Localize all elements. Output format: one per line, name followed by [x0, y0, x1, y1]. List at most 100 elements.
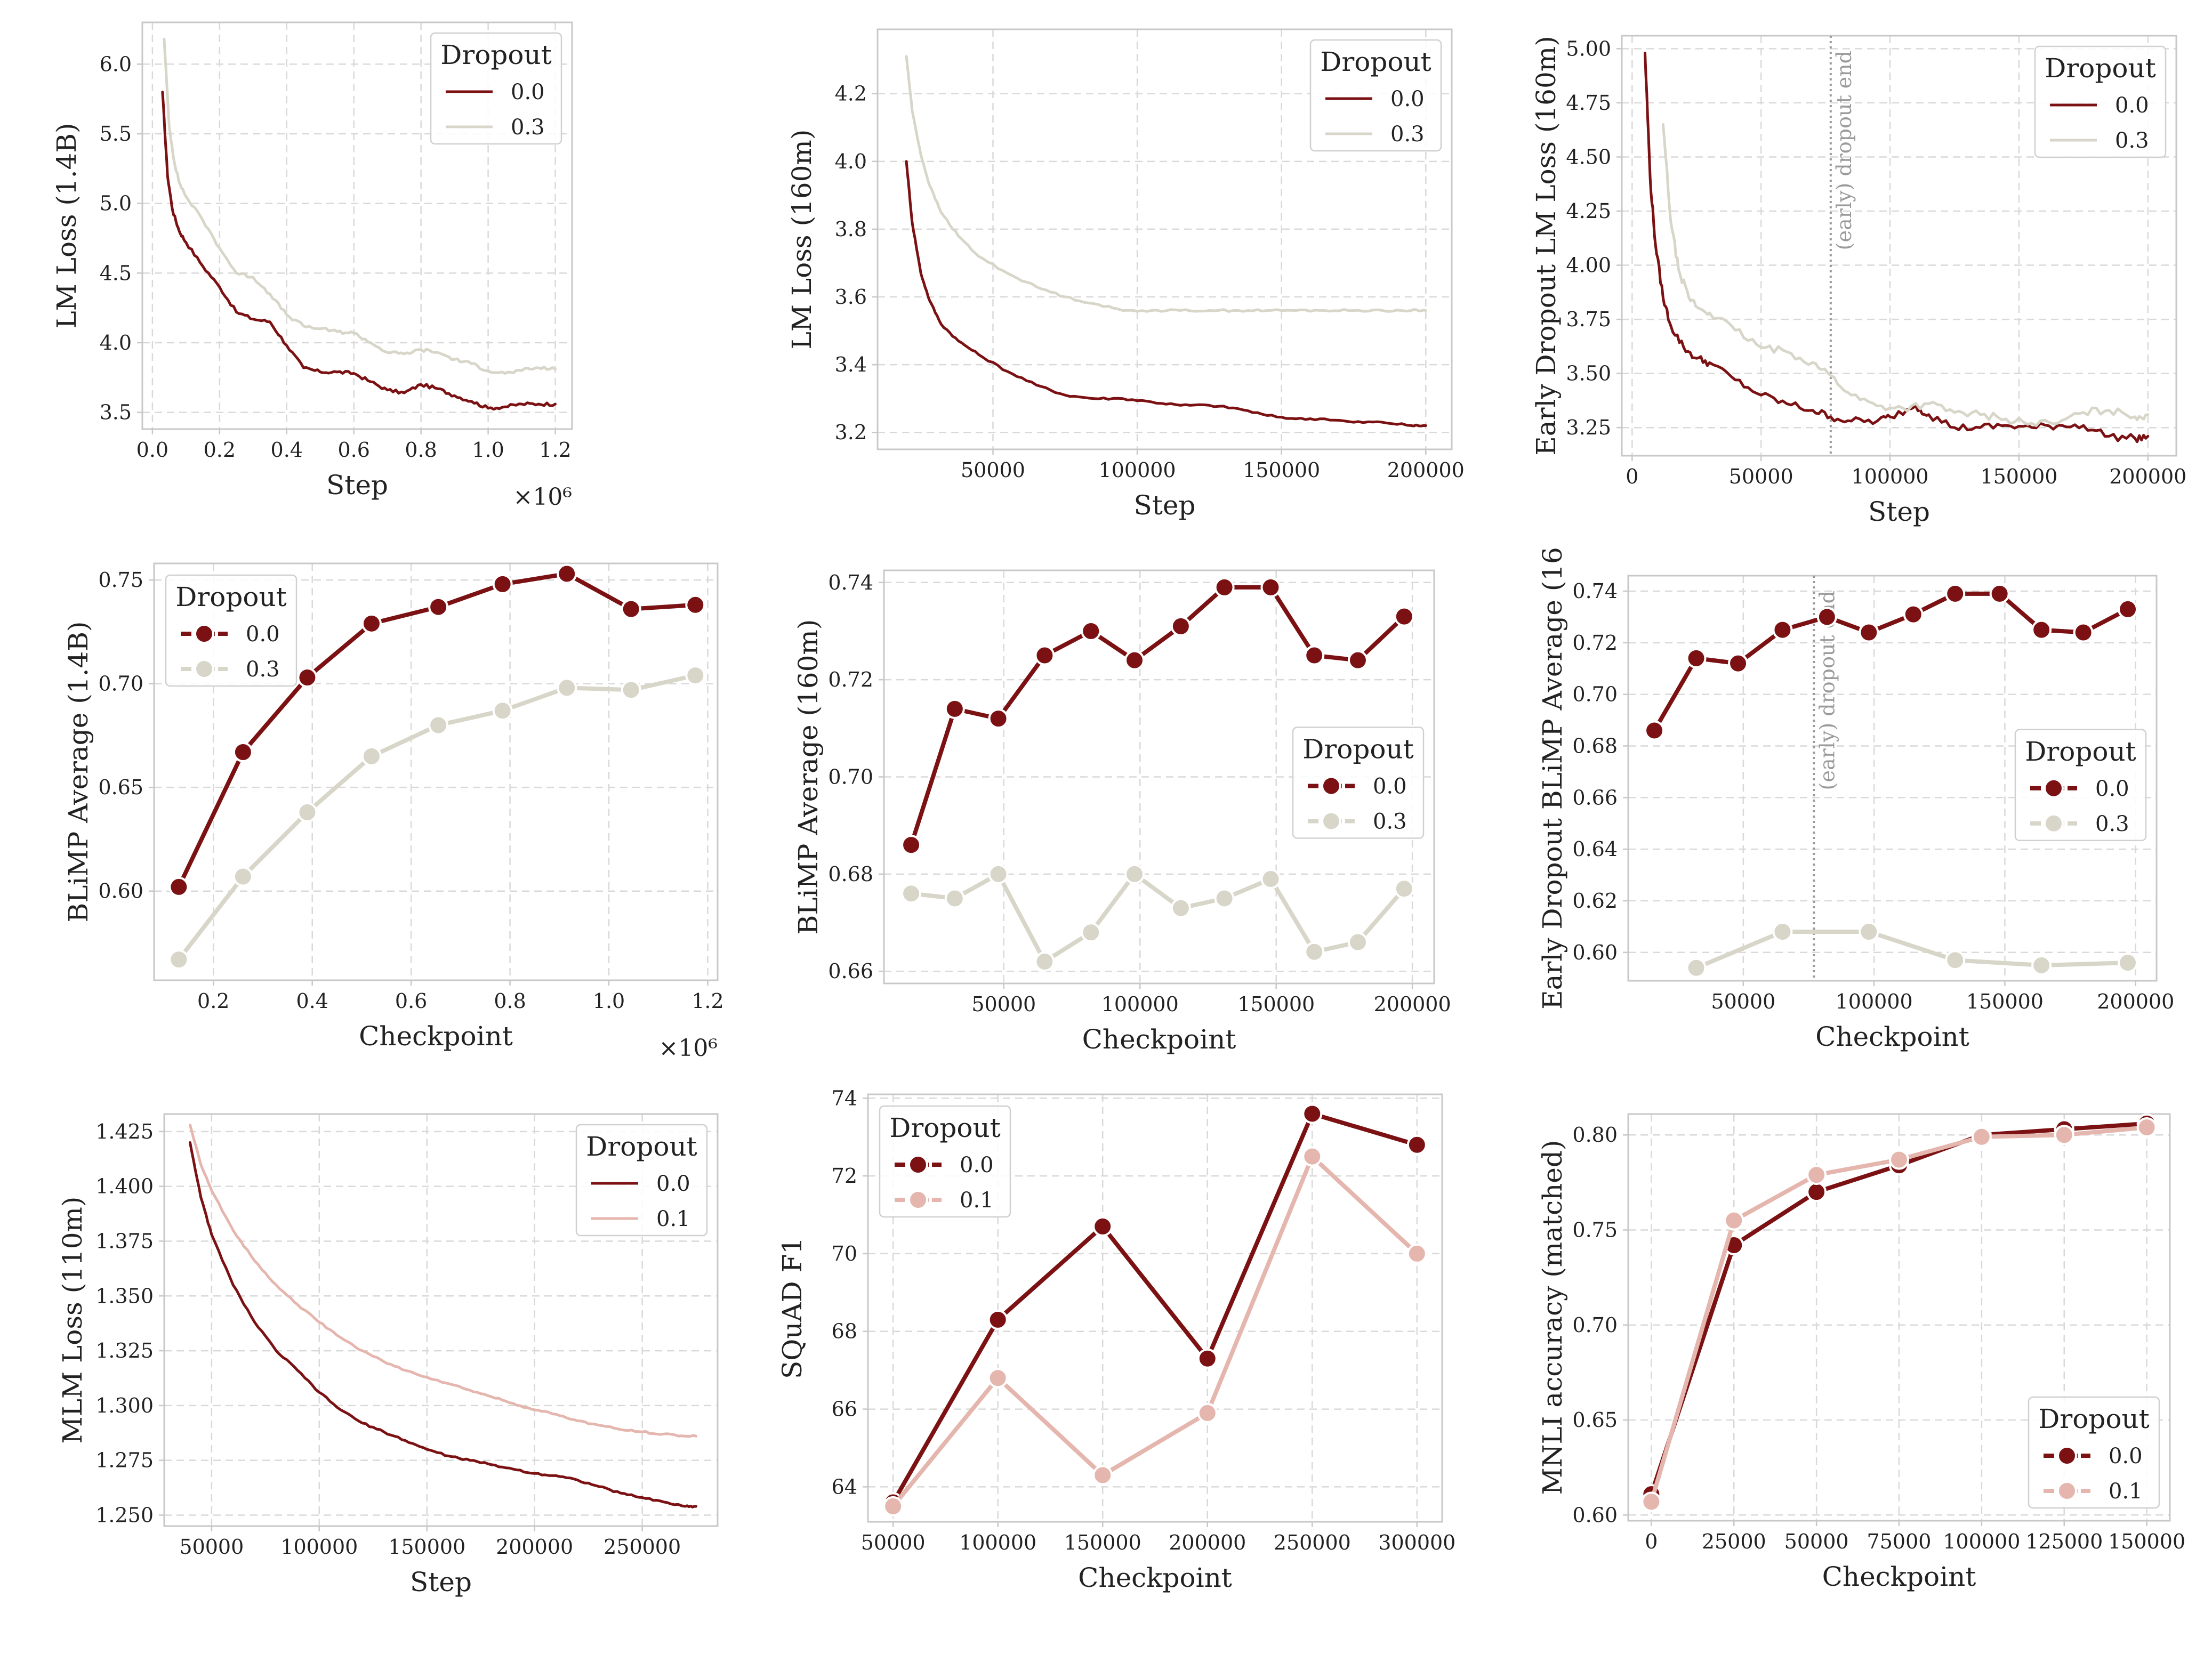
y-axis-label: LM Loss (160m) [786, 130, 817, 350]
y-axis-label: MNLI accuracy (matched) [1537, 1140, 1568, 1495]
x-tick-label: 150000 [1243, 458, 1320, 482]
data-point [2136, 1117, 2157, 1137]
x-axis-label: Checkpoint [1078, 1562, 1232, 1593]
chart-panel-2: 50000 100000 150000 200000 3.2 3.4 3.6 3.8 4.0 4.… [786, 28, 1465, 521]
legend: Dropout 0.0 0.3 [2034, 45, 2167, 158]
data-point [1641, 1491, 1662, 1512]
y-tick-label: 0.60 [98, 880, 143, 903]
data-point [2054, 1125, 2074, 1145]
data-point [1092, 1216, 1113, 1237]
y-axis-label: BLiMP Average (160m) [793, 619, 824, 935]
y-tick-label: 0.68 [828, 862, 873, 886]
y-tick-label: 0.64 [1572, 837, 1618, 861]
data-point [428, 596, 449, 617]
data-point [1644, 720, 1665, 741]
x-tick-label: 100000 [1852, 465, 1929, 488]
data-point [1170, 616, 1191, 636]
plot-frame [1627, 575, 2158, 982]
y-tick-label: 6.0 [100, 52, 132, 76]
x-tick-label: 0.4 [296, 989, 328, 1013]
data-point [685, 665, 706, 686]
y-tick-label: 3.4 [835, 353, 867, 376]
y-tick-label: 0.70 [98, 672, 143, 696]
y-tick-label: 3.25 [1566, 416, 1611, 439]
x-tick-label: 250000 [1274, 1531, 1351, 1554]
data-point [685, 594, 706, 615]
data-point [1816, 607, 1837, 627]
data-point [987, 1309, 1008, 1330]
legend-title: Dropout [1302, 734, 1414, 765]
data-point [1197, 1348, 1218, 1369]
y-axis-label: Early Dropout LM Loss (160m) [1531, 36, 1562, 455]
x-tick-label: 100000 [1836, 990, 1913, 1013]
legend-label: 0.0 [246, 622, 280, 647]
y-tick-label: 0.65 [98, 776, 143, 799]
y-tick-label: 0.75 [1572, 1218, 1618, 1241]
data-point [1304, 645, 1325, 666]
legend-label: 0.1 [960, 1188, 994, 1213]
data-point [232, 866, 253, 887]
y-tick-label: 0.62 [1572, 889, 1618, 913]
chart-panel-5: 50000 100000 150000 200000 0.66 0.68 0.70 0.72 0… [793, 569, 1451, 1055]
y-tick-label: 1.400 [95, 1175, 154, 1198]
legend: Dropout 0.0 0.3 [2014, 729, 2147, 842]
y-tick-label: 0.65 [1572, 1408, 1618, 1432]
data-point [1034, 645, 1055, 666]
y-axis-label: SQuAD F1 [777, 1237, 808, 1379]
legend-label: 0.3 [2095, 812, 2129, 836]
series-line-0.0 [905, 160, 1427, 427]
y-tick-label: 0.80 [1572, 1123, 1618, 1147]
x-tick-label: 150000 [388, 1535, 465, 1559]
x-tick-label: 50000 [961, 458, 1025, 482]
y-tick-label: 5.00 [1566, 37, 1611, 60]
y-axis-label: LM Loss (1.4B) [51, 123, 82, 328]
y-tick-label: 4.50 [1566, 145, 1611, 168]
y-tick-label: 0.72 [828, 668, 873, 691]
data-point [1347, 650, 1368, 671]
data-point [361, 746, 382, 767]
legend-label: 0.0 [656, 1172, 690, 1196]
chart-panel-7: 50000 100000 150000 200000 250000 1.250 1.275 1… [57, 1113, 719, 1598]
data-point [1859, 922, 1879, 942]
series-line-0.0 [1652, 591, 2130, 733]
legend-marker [908, 1190, 928, 1210]
x-tick-label: 200000 [2109, 465, 2186, 488]
data-point [297, 802, 318, 822]
data-point [1302, 1146, 1323, 1167]
y-axis-label: BLiMP Average (1.4B) [63, 621, 94, 922]
data-point [1945, 950, 1966, 971]
x-tick-label: 1.0 [472, 438, 504, 462]
series-line-0.0 [161, 91, 557, 411]
y-tick-label: 1.250 [95, 1503, 154, 1527]
legend-label: 0.1 [656, 1207, 690, 1231]
x-tick-label: 50000 [1784, 1530, 1849, 1553]
legend-label: 0.0 [511, 80, 545, 104]
y-tick-label: 1.325 [95, 1339, 154, 1362]
y-tick-label: 0.66 [828, 959, 873, 983]
x-tick-label: 200000 [1387, 458, 1465, 482]
plot-frame [1621, 35, 2177, 457]
plot-frame [153, 562, 719, 981]
data-point [1034, 951, 1055, 972]
data-point [2118, 599, 2138, 619]
x-tick-label: 0.2 [197, 989, 229, 1013]
data-point [1214, 888, 1235, 909]
series-line-0.1 [189, 1124, 698, 1438]
plot-frame [163, 1113, 719, 1527]
data-point [1406, 1243, 1427, 1264]
data-point [1302, 1103, 1323, 1124]
legend-marker [2057, 1446, 2077, 1466]
y-tick-label: 3.2 [835, 421, 867, 444]
data-point [1081, 620, 1101, 641]
plot-frame [141, 21, 573, 430]
legend-marker [1321, 811, 1341, 832]
data-point [901, 883, 922, 904]
legend-label: 0.3 [511, 115, 545, 140]
data-point [1197, 1402, 1218, 1423]
data-point [1304, 941, 1325, 962]
data-point [2031, 955, 2052, 975]
x-tick-label: 0.4 [271, 438, 303, 462]
data-point [361, 613, 382, 634]
legend-box [575, 1124, 708, 1237]
